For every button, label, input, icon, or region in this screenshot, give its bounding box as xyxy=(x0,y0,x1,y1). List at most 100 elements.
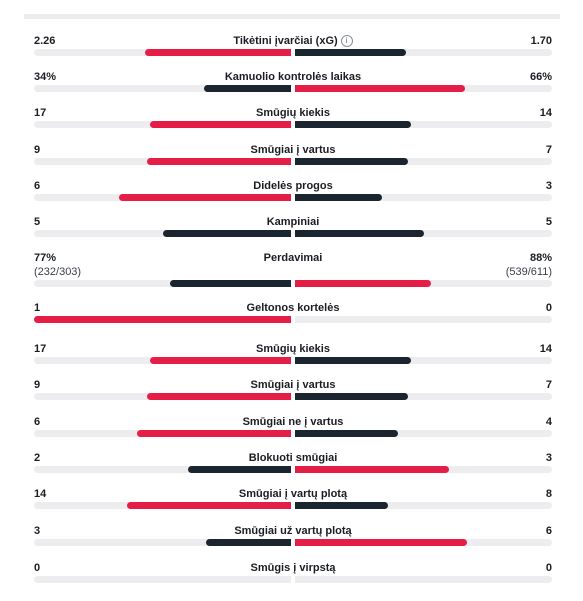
stat-name-text: Tikėtini įvarčiai (xG) xyxy=(233,35,338,47)
away-value-text: 8 xyxy=(545,488,552,500)
away-value-text: 0 xyxy=(545,562,552,574)
stat-label-row: 17 Smūgių kiekis 14 xyxy=(34,106,552,120)
stat-name-text: Smūgių kiekis xyxy=(256,107,330,119)
home-value-text: 6 xyxy=(34,180,41,192)
stat-label-row: 2 Blokuoti smūgiai 3 xyxy=(34,451,552,465)
home-value-text: 34% xyxy=(34,71,57,83)
away-bar-fill xyxy=(295,539,468,546)
away-value-text: 0 xyxy=(545,302,552,314)
home-bar-track xyxy=(34,49,291,56)
stat-row: 77% (232/303) Perdavimai 88% (539/611) xyxy=(0,251,583,291)
stat-row: 0 Smūgis į virpstą 0 xyxy=(0,561,583,601)
stat-name: Smūgiai ne į vartus xyxy=(34,415,552,429)
home-bar-track xyxy=(34,280,291,287)
away-value: 14 xyxy=(540,342,552,356)
away-value: 7 xyxy=(546,378,552,392)
stat-name: Smūgiai už vartų plotą xyxy=(34,524,552,538)
stat-bar xyxy=(34,430,552,437)
stat-name: Smūgiai į vartus xyxy=(34,378,552,392)
stat-label-row: 17 Smūgių kiekis 14 xyxy=(34,342,552,356)
away-bar-track xyxy=(295,576,552,583)
stat-name-text: Smūgių kiekis xyxy=(256,343,330,355)
home-value: 5 xyxy=(34,215,40,229)
away-value: 1.70 xyxy=(531,34,552,48)
away-bar-fill xyxy=(295,430,398,437)
stat-label-row: 6 Didelės progos 3 xyxy=(34,179,552,193)
away-value-text: 7 xyxy=(545,379,552,391)
stat-name: Geltonos kortelės xyxy=(34,301,552,315)
away-bar-fill xyxy=(295,121,411,128)
stat-name-text: Smūgiai į vartus xyxy=(250,379,336,391)
stat-name-text: Didelės progos xyxy=(253,180,333,192)
stat-row: 9 Smūgiai į vartus 7 xyxy=(0,143,583,183)
home-value-text: 17 xyxy=(34,343,47,355)
away-bar-track xyxy=(295,85,552,92)
stat-row: 17 Smūgių kiekis 14 xyxy=(0,342,583,382)
home-value: 6 xyxy=(34,179,40,193)
away-bar-fill xyxy=(295,49,406,56)
home-bar-track xyxy=(34,121,291,128)
stat-name: Kamuolio kontrolės laikas xyxy=(34,70,552,84)
home-value: 3 xyxy=(34,524,40,538)
away-bar-fill xyxy=(295,502,388,509)
home-bar-fill xyxy=(162,230,291,237)
stat-bar xyxy=(34,539,552,546)
home-bar-fill xyxy=(136,430,291,437)
stat-row: 1 Geltonos kortelės 0 xyxy=(0,301,583,341)
home-value-text: 6 xyxy=(34,416,41,428)
home-bar-fill xyxy=(118,194,291,201)
away-bar-track xyxy=(295,466,552,473)
home-bar-track xyxy=(34,466,291,473)
away-bar-fill xyxy=(295,158,409,165)
stat-bar xyxy=(34,158,552,165)
stat-name-text: Kamuolio kontrolės laikas xyxy=(224,71,362,83)
stat-bar xyxy=(34,576,552,583)
info-icon[interactable]: i xyxy=(340,35,353,47)
away-bar-fill xyxy=(295,466,450,473)
home-bar-fill xyxy=(203,85,291,92)
stat-row: 6 Smūgiai ne į vartus 4 xyxy=(0,415,583,455)
stat-bar xyxy=(34,121,552,128)
away-bar-track xyxy=(295,121,552,128)
home-value: 6 xyxy=(34,415,40,429)
stat-label-row: 1 Geltonos kortelės 0 xyxy=(34,301,552,315)
away-bar-track xyxy=(295,430,552,437)
away-value: 66% xyxy=(530,70,552,84)
away-value: 14 xyxy=(540,106,552,120)
home-bar-fill xyxy=(126,502,291,509)
away-bar-fill xyxy=(295,194,383,201)
home-bar-track xyxy=(34,194,291,201)
away-value: 0 xyxy=(546,301,552,315)
away-bar-track xyxy=(295,316,552,323)
home-bar-track xyxy=(34,393,291,400)
away-bar-track xyxy=(295,539,552,546)
stat-name-text: Smūgiai už vartų plotą xyxy=(234,525,352,537)
stat-bar xyxy=(34,49,552,56)
home-value-text: 17 xyxy=(34,107,47,119)
away-bar-track xyxy=(295,393,552,400)
home-value: 17 xyxy=(34,106,46,120)
away-value-text: 88% xyxy=(529,252,552,264)
away-value-text: 14 xyxy=(539,343,552,355)
stat-row: 34% Kamuolio kontrolės laikas 66% xyxy=(0,70,583,110)
stat-name-text: Geltonos kortelės xyxy=(246,302,340,314)
home-value: 77% (232/303) xyxy=(34,251,81,279)
away-sub-value: (539/611) xyxy=(505,266,552,278)
stat-bar xyxy=(34,357,552,364)
away-bar-fill xyxy=(295,393,409,400)
home-bar-track xyxy=(34,158,291,165)
away-bar-track xyxy=(295,502,552,509)
stat-row: 5 Kampiniai 5 xyxy=(0,215,583,255)
stat-label-row: 6 Smūgiai ne į vartus 4 xyxy=(34,415,552,429)
stat-bar xyxy=(34,393,552,400)
away-value: 4 xyxy=(546,415,552,429)
away-value-text: 6 xyxy=(545,525,552,537)
away-value-text: 7 xyxy=(545,144,552,156)
home-bar-track xyxy=(34,357,291,364)
stat-name: Blokuoti smūgiai xyxy=(34,451,552,465)
home-bar-track xyxy=(34,85,291,92)
home-value: 0 xyxy=(34,561,40,575)
stat-label-row: 34% Kamuolio kontrolės laikas 66% xyxy=(34,70,552,84)
home-value-text: 77% xyxy=(34,252,57,264)
away-value-text: 14 xyxy=(539,107,552,119)
